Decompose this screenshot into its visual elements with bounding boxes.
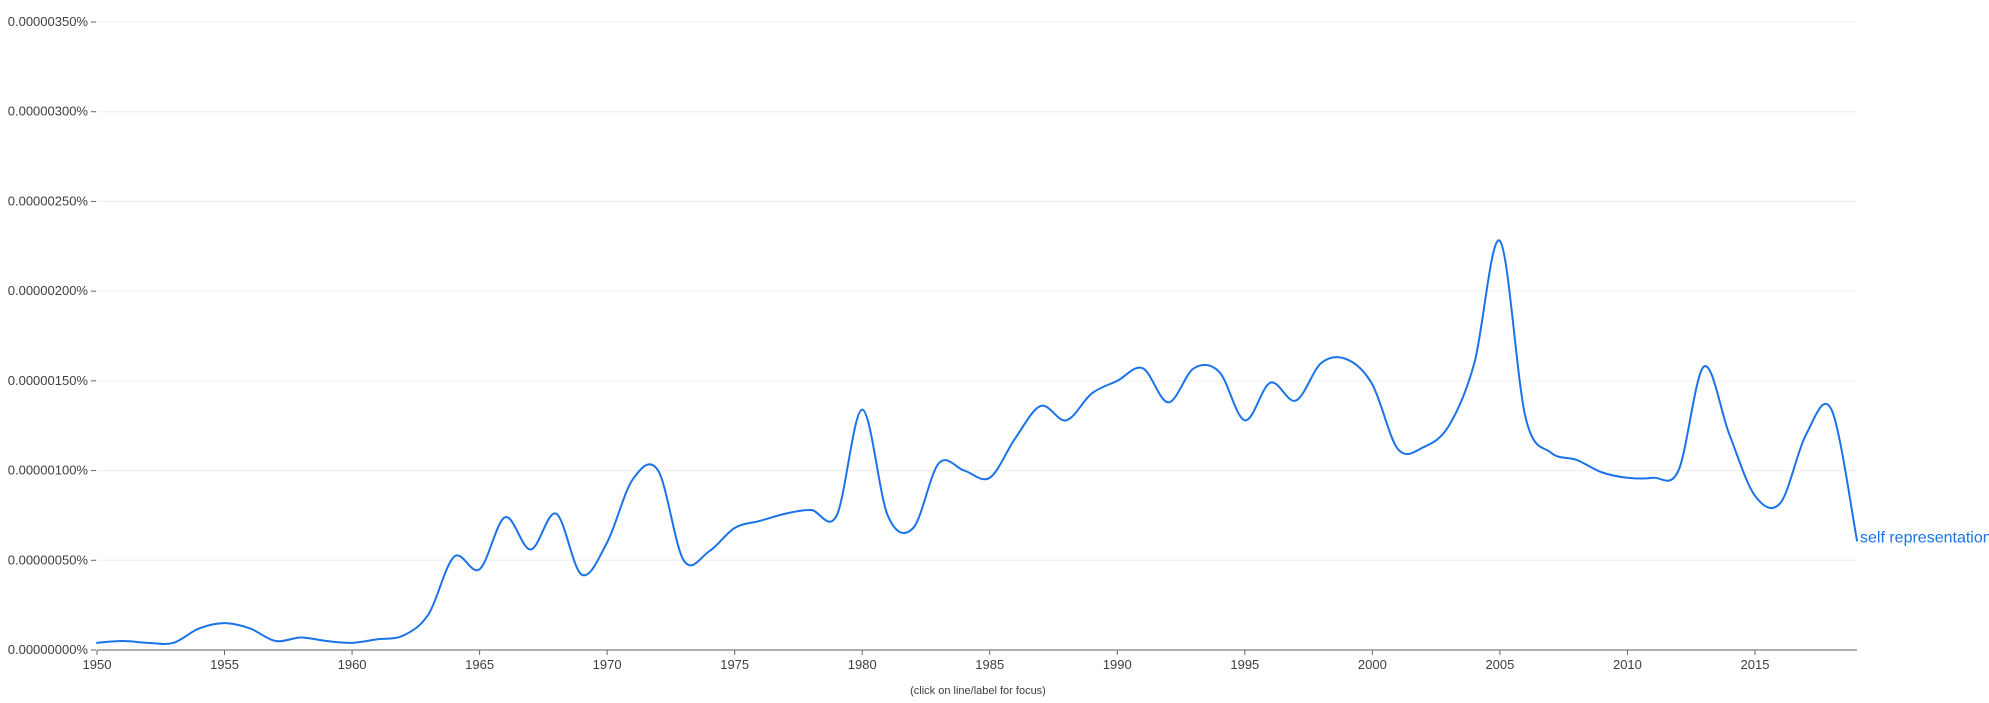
focus-hint: (click on line/label for focus) (910, 685, 1046, 697)
x-tick-label: 1970 (593, 657, 622, 672)
series-label-self-representation[interactable]: self representation (1860, 530, 1989, 547)
x-tick-label: 1965 (465, 657, 494, 672)
y-tick-label: 0.00000050% (8, 552, 89, 567)
x-tick-label: 1960 (338, 657, 367, 672)
y-tick-label: 0.00000300% (8, 104, 89, 119)
x-tick-label: 1950 (83, 657, 112, 672)
x-tick-label: 2005 (1485, 657, 1514, 672)
y-tick-label: 0.00000200% (8, 283, 89, 298)
grid-lines (97, 21, 1857, 561)
x-axis: 1950 1955 1960 1965 1970 1975 1980 1985 1990 1995… (83, 649, 1857, 672)
x-tick-label: 1955 (210, 657, 239, 672)
y-tick-label: 0.00000000% (8, 642, 89, 657)
series-line-self-representation[interactable] (96, 239, 1858, 645)
x-tick-label: 1975 (720, 657, 749, 672)
x-tick-label: 1995 (1230, 657, 1259, 672)
y-axis: 0.00000000% 0.00000050% 0.00000100% 0.00000… (8, 14, 96, 657)
x-tick-label: 1985 (975, 657, 1004, 672)
x-tick-label: 1980 (848, 657, 877, 672)
x-tick-label: 2010 (1613, 657, 1642, 672)
x-tick-label: 2000 (1358, 657, 1387, 672)
y-tick-label: 0.00000250% (8, 193, 89, 208)
x-tick-label: 2015 (1741, 657, 1770, 672)
y-tick-label: 0.00000350% (8, 14, 89, 29)
y-tick-label: 0.00000100% (8, 463, 89, 478)
series-lines[interactable] (96, 239, 1858, 645)
y-tick-label: 0.00000150% (8, 373, 89, 388)
x-tick-label: 1990 (1103, 657, 1132, 672)
series-labels[interactable]: self representation (1860, 530, 1989, 547)
